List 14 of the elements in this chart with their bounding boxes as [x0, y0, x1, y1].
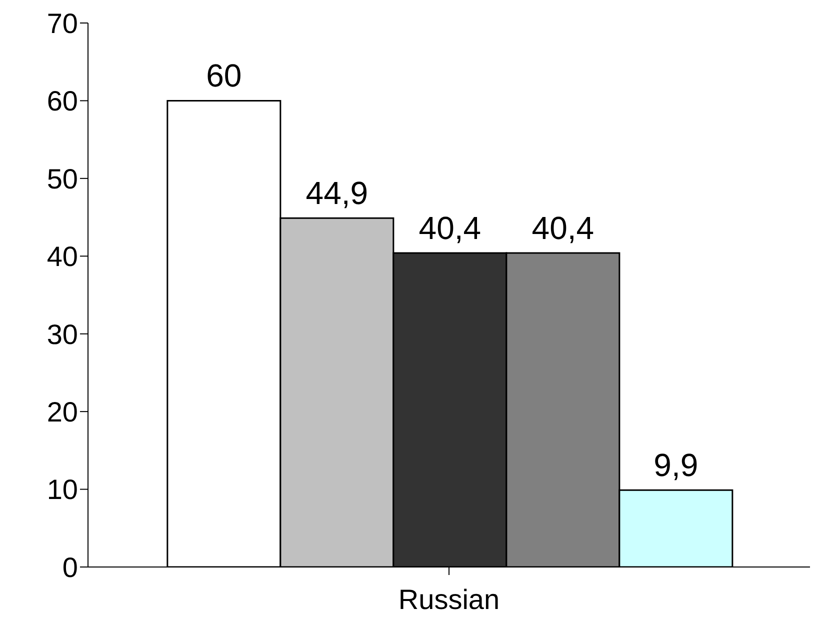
data-label: 9,9 — [654, 447, 698, 484]
data-label: 44,9 — [306, 175, 368, 212]
y-tick-label: 30 — [46, 318, 78, 350]
y-tick-label: 60 — [46, 86, 78, 117]
y-tick-label: 70 — [46, 8, 78, 39]
y-tick-label: 0 — [62, 552, 78, 583]
y-tick-label: 50 — [46, 163, 78, 194]
data-label: 40,4 — [532, 210, 594, 246]
y-tick-label: 40 — [46, 241, 78, 272]
x-tick-label: Russian — [398, 584, 500, 615]
y-tick-label: 20 — [46, 396, 78, 428]
y-tick-label: 10 — [46, 474, 78, 506]
data-label: 40,4 — [418, 210, 482, 246]
data-label: 60 — [206, 58, 242, 94]
